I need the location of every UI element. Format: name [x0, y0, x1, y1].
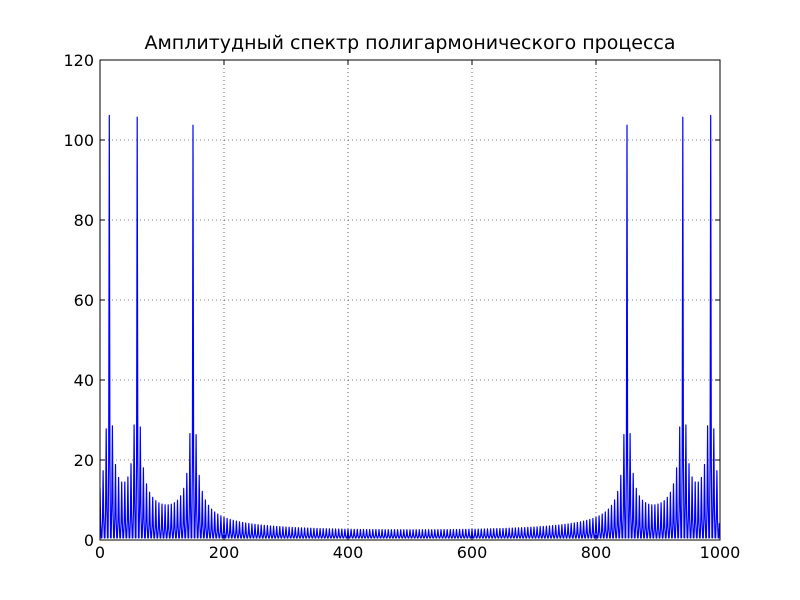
y-tick-label: 40: [74, 371, 94, 390]
y-tick-label: 20: [74, 451, 94, 470]
ticks: [99, 59, 721, 541]
x-tick-label: 400: [333, 543, 364, 562]
x-tick-label: 0: [95, 543, 105, 562]
x-tick-label: 800: [581, 543, 612, 562]
tick-labels: 0 200 400 600 800 1000 0 20 40 60 80 100 120: [63, 51, 740, 562]
series-line: [100, 114, 720, 539]
chart-title: Амплитудный спектр полигармонического пр…: [144, 32, 675, 54]
y-tick-label: 100: [63, 131, 94, 150]
y-tick-label: 60: [74, 291, 94, 310]
x-tick-label: 200: [209, 543, 240, 562]
x-tick-label: 1000: [700, 543, 741, 562]
y-tick-label: 80: [74, 211, 94, 230]
y-tick-label: 120: [63, 51, 94, 70]
grid: [100, 60, 720, 540]
series-layer: [100, 114, 720, 539]
y-tick-label: 0: [84, 531, 94, 550]
x-tick-label: 600: [457, 543, 488, 562]
